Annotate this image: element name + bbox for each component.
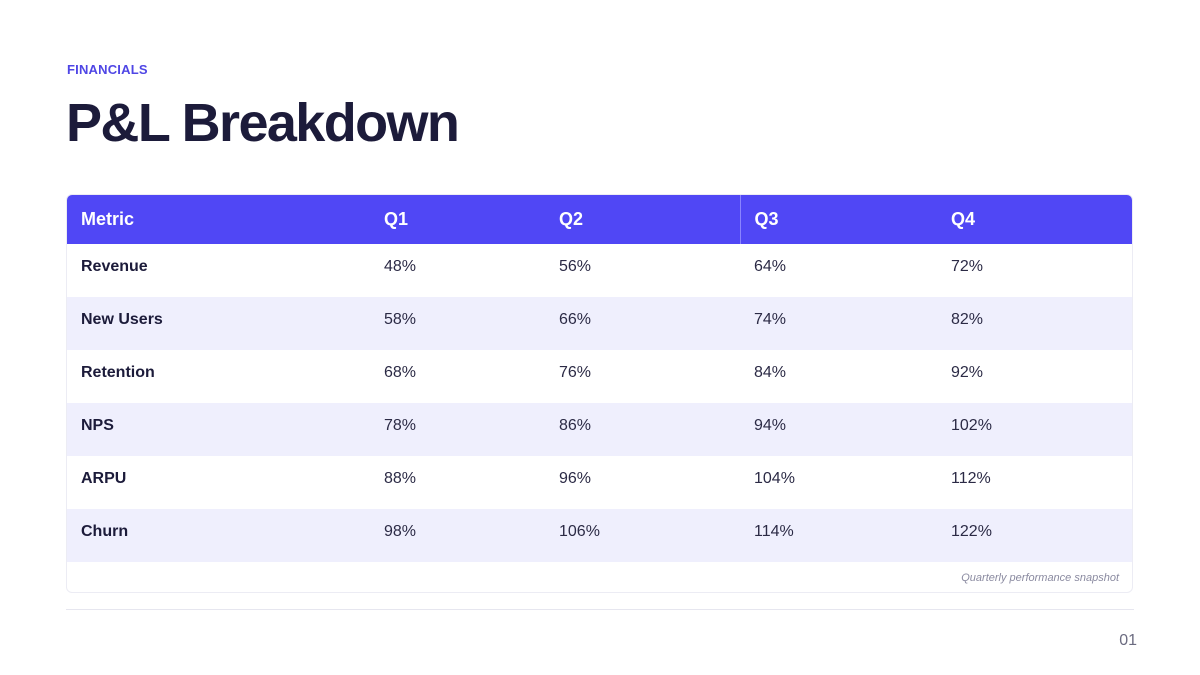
table-cell: 96% bbox=[559, 470, 592, 487]
table-cell: 88% bbox=[384, 470, 417, 487]
table-cell: 104% bbox=[754, 470, 795, 487]
pl-table: Metric Q1 Q2 Q3 Q4 Revenue 48% 56% 64% 7… bbox=[67, 195, 1132, 562]
row-metric-label: NPS bbox=[67, 403, 369, 456]
table-cell: 74% bbox=[740, 297, 937, 350]
table-row: ARPU 88% 96% 104% 112% bbox=[67, 456, 1132, 509]
table-caption: Quarterly performance snapshot bbox=[961, 572, 1119, 584]
table-cell: 102% bbox=[937, 403, 1132, 456]
table-row: Churn 98% 106% 114% 122% bbox=[67, 509, 1132, 562]
table-cell: 114% bbox=[740, 509, 937, 562]
table-cell: 94% bbox=[740, 403, 937, 456]
footer-divider bbox=[66, 609, 1134, 610]
table-cell: 122% bbox=[937, 509, 1132, 562]
pl-table-card: Metric Q1 Q2 Q3 Q4 Revenue 48% 56% 64% 7… bbox=[66, 194, 1133, 593]
table-cell: 76% bbox=[559, 364, 592, 381]
page-number: 01 bbox=[1119, 632, 1137, 649]
table-cell: 98% bbox=[369, 509, 545, 562]
column-header-q3: Q3 bbox=[739, 195, 937, 244]
table-row: New Users 58% 66% 74% 82% bbox=[67, 297, 1132, 350]
column-header-q4: Q4 bbox=[951, 209, 976, 229]
row-metric-label: Churn bbox=[67, 509, 369, 562]
table-cell: 56% bbox=[559, 258, 592, 275]
table-cell: 58% bbox=[369, 297, 545, 350]
column-header-q1: Q1 bbox=[384, 209, 409, 229]
section-eyebrow: FINANCIALS bbox=[67, 62, 148, 77]
row-metric-label: Retention bbox=[81, 364, 155, 381]
table-cell: 66% bbox=[545, 297, 740, 350]
table-row: NPS 78% 86% 94% 102% bbox=[67, 403, 1132, 456]
table-cell: 64% bbox=[754, 258, 787, 275]
table-cell: 78% bbox=[369, 403, 545, 456]
table-cell: 48% bbox=[384, 258, 417, 275]
table-cell: 112% bbox=[951, 470, 991, 487]
row-metric-label: ARPU bbox=[81, 470, 127, 487]
table-header-row: Metric Q1 Q2 Q3 Q4 bbox=[67, 195, 1132, 244]
table-cell: 86% bbox=[545, 403, 740, 456]
table-row: Retention 68% 76% 84% 92% bbox=[67, 350, 1132, 403]
column-header-q2: Q2 bbox=[559, 209, 584, 229]
table-cell: 68% bbox=[384, 364, 417, 381]
table-cell: 82% bbox=[937, 297, 1132, 350]
table-row: Revenue 48% 56% 64% 72% bbox=[67, 244, 1132, 297]
column-header-metric: Metric bbox=[81, 209, 135, 229]
table-cell: 72% bbox=[951, 258, 984, 275]
row-metric-label: Revenue bbox=[81, 258, 148, 275]
table-cell: 106% bbox=[545, 509, 740, 562]
slide-title: P&L Breakdown bbox=[66, 93, 460, 153]
table-cell: 92% bbox=[951, 364, 984, 381]
row-metric-label: New Users bbox=[67, 297, 369, 350]
table-cell: 84% bbox=[754, 364, 787, 381]
